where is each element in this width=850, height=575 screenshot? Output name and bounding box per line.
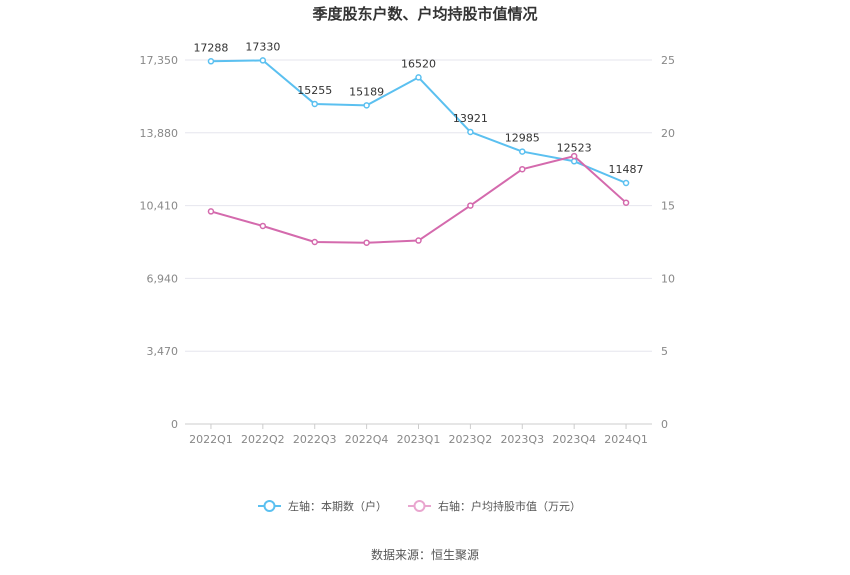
data-point: [415, 237, 422, 244]
x-tick-label: 2022Q1: [189, 433, 233, 446]
left-tick-label: 3,470: [147, 345, 179, 358]
legend-label-right: 右轴：户均持股市值（万元）: [438, 499, 581, 513]
chart-title: 季度股东户数、户均持股市值情况: [312, 5, 537, 23]
data-point: [311, 100, 318, 108]
data-label: 16520: [401, 57, 436, 70]
legend-item-left[interactable]: 左轴：本期数（户）: [258, 499, 387, 513]
left-tick-label: 10,410: [140, 200, 179, 213]
x-tick-label: 2022Q4: [345, 433, 389, 446]
x-tick-label: 2023Q2: [449, 433, 493, 446]
data-label: 17330: [245, 40, 280, 53]
right-tick-label: 25: [661, 54, 675, 67]
data-label: 15255: [297, 84, 332, 97]
data-point: [570, 152, 578, 160]
legend-item-right[interactable]: 右轴：户均持股市值（万元）: [408, 499, 581, 513]
right-tick-label: 0: [661, 418, 668, 431]
x-tick-label: 2023Q3: [500, 433, 544, 446]
right-tick-label: 10: [661, 272, 675, 285]
left-axis: 0 3,470 6,940 10,410 13,880 17,350: [140, 54, 179, 431]
data-label: 15189: [349, 85, 384, 98]
data-point: [259, 57, 267, 64]
data-source: 数据来源：恒生聚源: [371, 547, 479, 562]
data-point: [311, 238, 318, 246]
data-point: [570, 158, 578, 165]
data-point: [519, 165, 526, 173]
data-label: 11487: [609, 163, 644, 176]
series-layer: [207, 57, 630, 246]
x-tick-label: 2023Q4: [552, 433, 596, 446]
right-tick-label: 5: [661, 345, 668, 358]
x-tick-label: 2022Q2: [241, 433, 285, 446]
legend-label-left: 左轴：本期数（户）: [288, 499, 387, 513]
legend: 左轴：本期数（户） 右轴：户均持股市值（万元）: [258, 499, 581, 513]
data-point: [207, 58, 215, 65]
data-point: [363, 102, 370, 109]
left-tick-label: 6,940: [147, 272, 179, 285]
legend-marker-right: [413, 500, 426, 512]
x-tick-label: 2024Q1: [604, 433, 648, 446]
right-tick-label: 20: [661, 127, 675, 140]
data-point: [467, 202, 474, 209]
x-tick-label: 2022Q3: [293, 433, 337, 446]
right-tick-label: 15: [661, 200, 675, 213]
data-point: [467, 128, 474, 136]
legend-marker-left: [263, 500, 276, 512]
left-tick-label: 13,880: [140, 127, 179, 140]
x-tick-label: 2023Q1: [397, 433, 441, 446]
data-point: [415, 74, 422, 81]
data-label: 12523: [557, 141, 592, 154]
x-axis: 2022Q1 2022Q2 2022Q3 2022Q4 2023Q1 2023Q2 2023…: [189, 424, 648, 446]
left-tick-label: 17,350: [140, 54, 179, 67]
data-point: [622, 199, 630, 206]
data-label: 12985: [505, 132, 540, 145]
data-label: 17288: [193, 41, 228, 54]
right-axis: 0 5 10 15 20 25: [661, 54, 675, 431]
data-point: [363, 239, 370, 246]
left-tick-label: 0: [171, 418, 178, 431]
series-line-right: [210, 155, 627, 244]
data-point: [519, 148, 526, 155]
data-labels: 17288 17330 15255 15189 16520 13921 12985 12523…: [193, 40, 643, 176]
data-point: [207, 208, 215, 215]
data-point: [259, 222, 267, 230]
data-label: 13921: [453, 112, 488, 125]
data-point: [622, 179, 630, 187]
